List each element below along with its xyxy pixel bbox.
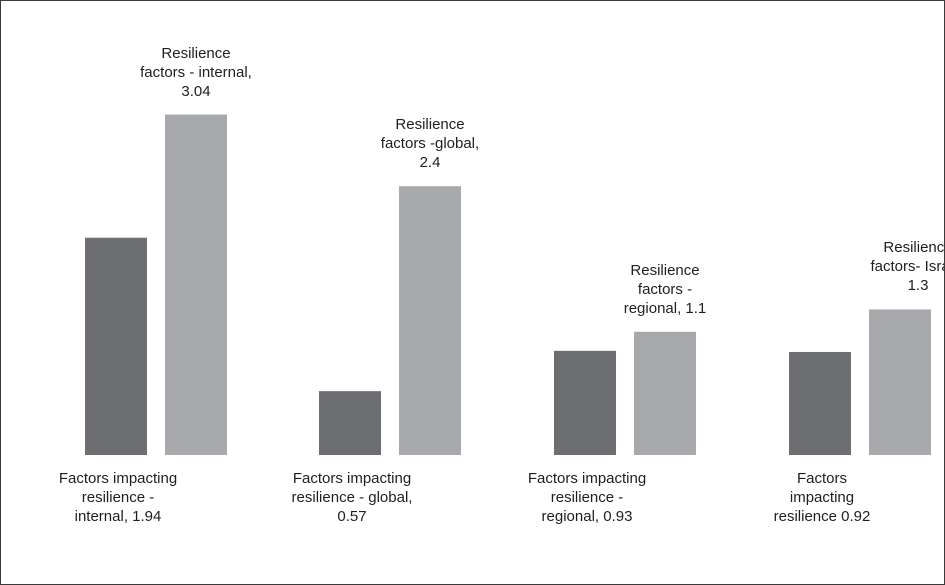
label-resilience-3: Resilience factors - regional, 1.1 [565, 261, 765, 318]
bar-resilience-4 [869, 309, 931, 455]
label-resilience-2-line: factors -global, [380, 135, 480, 153]
label-resilience-1-line: 3.04 [181, 82, 211, 100]
label-resilience-2-line: 2.4 [419, 154, 441, 172]
label-factors-4-line: resilience 0.92 [773, 508, 871, 525]
label-resilience-3-line: Resilience [630, 261, 700, 279]
label-factors-4: Factors impacting resilience 0.92 [722, 469, 922, 526]
label-factors-4-line: impacting [789, 489, 855, 506]
label-factors-3-line: Factors impacting [527, 470, 647, 487]
bar-resilience-1 [165, 114, 227, 456]
bar-factors-2 [319, 391, 381, 455]
label-factors-3-line: regional, 0.93 [541, 508, 633, 525]
label-factors-2-line: 0.57 [337, 508, 367, 525]
label-factors-1-line: internal, 1.94 [74, 508, 162, 525]
label-factors-1: Factors impacting resilience - internal, 1… [18, 469, 218, 526]
bar-factors-1 [85, 237, 147, 455]
label-factors-3-line: resilience - [550, 489, 624, 506]
label-resilience-3-line: regional, 1.1 [623, 299, 707, 317]
label-resilience-1-line: Resilience [161, 44, 231, 62]
bar-factors-3 [554, 350, 616, 455]
label-resilience-3-line: factors - [637, 280, 693, 298]
label-resilience-2-line: Resilience [395, 116, 465, 134]
label-factors-1-line: resilience - [81, 489, 155, 506]
label-factors-1-line: Factors impacting [58, 470, 178, 487]
label-resilience-4-line: factors- Israel, [870, 258, 944, 276]
label-resilience-1: Resilience factors - internal, 3.04 [96, 44, 296, 101]
label-resilience-4-line: 1.3 [907, 277, 929, 295]
label-factors-3: Factors impacting resilience - regional, 0… [487, 469, 687, 526]
bar-resilience-2 [399, 186, 461, 455]
label-factors-4-line: Factors [796, 470, 847, 487]
label-resilience-1-line: factors - internal, [140, 63, 252, 81]
bar-factors-4 [789, 351, 851, 455]
label-factors-2-line: resilience - global, [291, 489, 413, 506]
label-factors-2: Factors impacting resilience - global, 0.5… [252, 469, 452, 526]
label-resilience-4-line: Resilience [883, 239, 945, 257]
label-resilience-2: Resilience factors -global, 2.4 [330, 115, 530, 172]
bar-resilience-3 [634, 331, 696, 455]
label-factors-2-line: Factors impacting [292, 470, 412, 487]
